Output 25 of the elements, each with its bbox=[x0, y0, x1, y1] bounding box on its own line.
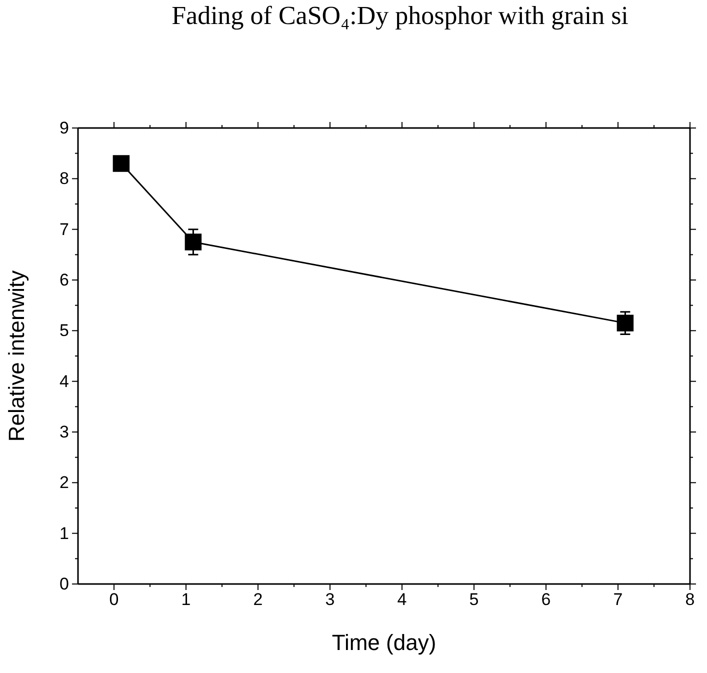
x-tick-label: 8 bbox=[685, 590, 695, 610]
point bbox=[184, 234, 202, 250]
y-tick-label: 9 bbox=[60, 118, 69, 138]
x-tick-label: 3 bbox=[325, 590, 335, 610]
y-tick-label: 1 bbox=[60, 524, 69, 543]
x-tick-label: 2 bbox=[253, 590, 263, 610]
y-tick-label: 5 bbox=[60, 321, 69, 340]
y-tick-label: 0 bbox=[60, 574, 69, 594]
x-tick-label: 7 bbox=[613, 590, 623, 610]
point bbox=[616, 314, 634, 332]
y-axis-title: Relative intenwity bbox=[4, 270, 29, 442]
y-tick-label: 8 bbox=[60, 169, 69, 188]
x-axis-title: Time (day) bbox=[332, 630, 436, 655]
chart-title: Fading of CaSO₄:Dy phosphor with grain si bbox=[172, 1, 628, 30]
y-tick-label: 7 bbox=[60, 220, 69, 239]
x-tick-label: 6 bbox=[541, 590, 551, 610]
y-tick-label: 2 bbox=[60, 473, 69, 492]
y-tick-label: 6 bbox=[60, 270, 69, 290]
point bbox=[112, 155, 130, 172]
x-tick-label: 0 bbox=[109, 590, 119, 610]
x-tick-label: 4 bbox=[397, 590, 407, 610]
x-tick-label: 5 bbox=[469, 590, 479, 610]
y-tick-label: 4 bbox=[60, 372, 69, 391]
y-tick-label: 3 bbox=[60, 422, 69, 442]
x-tick-label: 1 bbox=[181, 590, 191, 610]
